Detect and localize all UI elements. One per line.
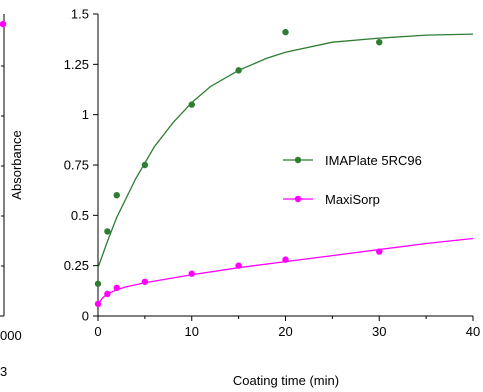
data-point-maxisorp	[113, 284, 120, 292]
data-point-imaplate	[113, 192, 120, 199]
x-tick-label: 10	[185, 324, 199, 339]
left-panel-fragment: 000 3	[0, 14, 22, 379]
data-point-imaplate	[376, 38, 383, 46]
data-point-imaplate	[104, 228, 111, 235]
legend-label-maxisorp: MaxiSorp	[325, 192, 380, 207]
data-point-maxisorp	[376, 248, 383, 255]
fit-curve-imaplate	[97, 33, 474, 268]
data-point-imaplate	[141, 161, 149, 169]
legend-item-maxisorp: MaxiSorp	[283, 192, 380, 207]
y-ticks: 0 0.25 0.5 0.75 1 1.25 1.5	[64, 7, 98, 324]
data-point-imaplate	[282, 28, 289, 36]
legend-marker-maxisorp	[294, 195, 302, 203]
x-axis-title: Coating time (min)	[233, 373, 339, 388]
data-point-maxisorp	[282, 256, 289, 263]
y-axis-title: Absorbance	[9, 130, 24, 199]
legend-item-imaplate: IMAPlate 5RC96	[283, 153, 422, 168]
x-tick-label: 30	[372, 324, 386, 339]
y-tick-label: 1.25	[64, 57, 89, 72]
left-panel-x-label-fragment: 3	[0, 364, 7, 379]
y-tick-label: 1.5	[71, 7, 89, 22]
fit-curve-maxisorp	[97, 237, 474, 305]
y-tick-label: 0.75	[64, 158, 89, 173]
data-point-imaplate	[188, 101, 195, 108]
data-point-maxisorp	[104, 290, 111, 298]
x-tick-label: 0	[94, 324, 101, 339]
data-point-maxisorp	[141, 278, 149, 285]
data-point-imaplate	[235, 67, 242, 74]
data-point-imaplate	[94, 280, 102, 287]
x-tick-label: 20	[278, 324, 292, 339]
axes: 0 10 20 30 40 0 0.25 0.5 0.75 1 1.25 1.5	[64, 7, 481, 340]
y-tick-label: 0.25	[64, 258, 89, 273]
y-tick-label: 1	[82, 107, 89, 122]
x-tick-label: 40	[466, 324, 480, 339]
left-panel-edge-point	[0, 20, 7, 28]
legend: IMAPlate 5RC96 MaxiSorp	[283, 153, 422, 207]
data-point-maxisorp	[235, 262, 242, 269]
y-tick-label: 0.5	[71, 208, 89, 223]
plot-area	[94, 28, 474, 308]
legend-marker-imaplate	[294, 156, 302, 164]
legend-label-imaplate: IMAPlate 5RC96	[325, 153, 422, 168]
y-tick-label: 0	[82, 309, 89, 324]
data-point-maxisorp	[94, 300, 102, 308]
data-point-maxisorp	[188, 270, 195, 277]
left-panel-x-tick-label: 000	[0, 328, 22, 343]
x-ticks: 0 10 20 30 40	[94, 316, 480, 339]
